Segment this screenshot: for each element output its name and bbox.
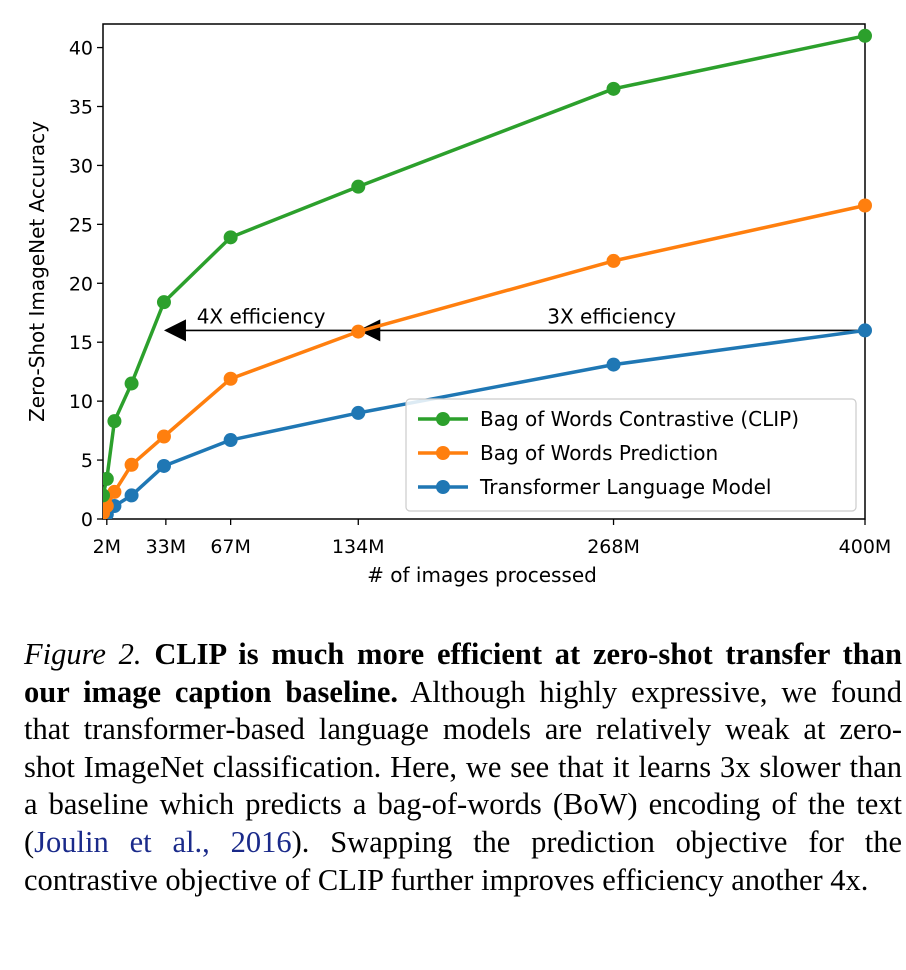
legend-label: Transformer Language Model [479,475,771,499]
data-point [858,28,872,43]
data-point [223,371,238,386]
legend-box [405,398,857,512]
y-tick-label: 10 [69,391,93,413]
caption-citation-link[interactable]: Joulin et al., 2016 [34,824,292,859]
legend-label: Bag of Words Contrastive (CLIP) [480,407,799,431]
data-point [156,429,171,444]
series-group [103,28,872,503]
x-tick-label: 33M [146,536,187,558]
caption-bold-text: CLIP is much more efficient at zero-shot… [24,637,902,709]
y-tick-label: 15 [69,332,93,354]
y-tick-label: 40 [69,38,93,60]
x-tick-label: 400M [839,536,892,558]
caption-text-before-cite: Although highly expressive, we found tha… [24,674,903,859]
data-point [351,324,366,339]
annotation-arrowhead [358,319,381,342]
y-axis-title: Zero-Shot ImageNet Accuracy [25,121,49,422]
y-tick-label: 5 [81,450,93,472]
x-tick-label: 134M [332,536,385,558]
data-point [606,253,621,268]
data-point [351,405,366,420]
legend-label: Bag of Words Prediction [480,441,718,465]
legend-marker [436,446,450,460]
series-group [103,198,872,519]
caption-text-after-cite: ). Swapping the prediction objective for… [24,824,902,897]
figure-caption: Figure 2. CLIP is much more efficient at… [24,636,902,899]
y-tick-label: 0 [81,509,93,531]
data-point [223,433,238,448]
data-point [103,499,114,514]
data-point [223,230,238,245]
annotation-label: 4X efficiency [197,304,326,328]
annotation-label: 3X efficiency [547,304,676,328]
data-point [103,488,110,503]
x-tick-label: 67M [210,536,251,558]
x-axis-title: # of images processed [367,563,597,587]
y-tick-label: 35 [69,97,93,119]
y-tick-label: 20 [69,273,93,295]
data-point [351,179,366,194]
legend-marker [436,480,450,494]
plot-area-frame [102,23,866,520]
annotation-arrowhead [163,319,186,342]
x-tick-label: 268M [587,536,640,558]
x-tick-label: 2M [93,536,121,558]
data-point [156,295,171,310]
data-point [156,458,171,473]
line-chart: 0 5 10 15 20 25 30 35 40 2M 33M 67M 134M 268M 400M # of… [25,23,892,587]
data-point [124,376,139,391]
data-point [124,457,139,472]
caption-label: Figure 2. [24,637,142,671]
data-point [606,357,621,372]
y-tick-label: 30 [69,155,93,177]
legend-marker [436,412,450,426]
data-point [107,484,122,499]
data-point [858,323,872,338]
data-point [606,81,621,96]
data-point [858,198,872,213]
data-point [107,414,122,429]
y-tick-label: 25 [69,214,93,236]
data-point [124,488,139,503]
data-point [103,471,114,486]
